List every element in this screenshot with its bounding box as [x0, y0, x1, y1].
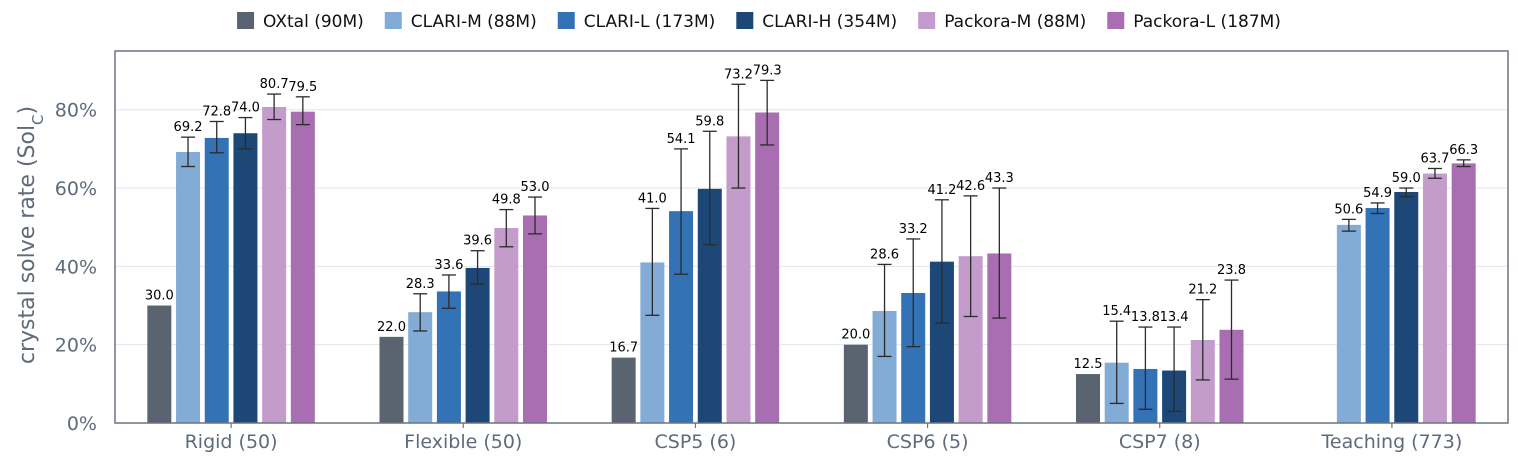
chart-error-bars	[181, 79, 1471, 412]
x-tick-label: Flexible (50)	[404, 431, 522, 453]
data-label: 72.8	[202, 104, 231, 119]
x-tick-label: Teaching (773)	[1321, 431, 1463, 453]
bar	[1365, 208, 1390, 423]
bar	[290, 111, 315, 424]
legend-label: CLARI-H (354M)	[762, 12, 897, 32]
bar	[611, 357, 636, 423]
y-axis-label: crystal solve rate (SolC)	[15, 106, 47, 364]
bar	[379, 336, 404, 423]
data-label: 74.0	[231, 101, 260, 116]
bar	[843, 344, 868, 423]
chart-data-labels: 30.0 69.272.8 74.080.7 79.5 22.0 28.3 33.639.6…	[145, 63, 1478, 372]
chart-grid	[115, 109, 1508, 424]
data-label: 73.2	[724, 67, 753, 82]
y-tick-label: 80%	[55, 100, 97, 122]
bar	[204, 137, 229, 423]
chart-bars	[147, 106, 1476, 424]
data-label: 30.0	[145, 289, 174, 304]
data-label: 16.7	[609, 341, 638, 356]
data-label: 22.0	[377, 320, 406, 335]
data-label: 54.1	[667, 132, 696, 147]
y-axis: 0% 20% 40% 60% 80%	[55, 100, 97, 435]
data-label: 80.7	[260, 77, 289, 92]
legend-label: Packora-M (88M)	[944, 12, 1086, 32]
bar	[1422, 173, 1447, 423]
data-label: 20.0	[841, 328, 870, 343]
data-label: 39.6	[463, 234, 492, 249]
data-label: 66.3	[1449, 143, 1478, 158]
bar	[147, 305, 172, 423]
y-tick-label: 60%	[55, 178, 97, 200]
legend-swatch	[384, 12, 402, 29]
bar	[1076, 374, 1100, 423]
data-label: 54.9	[1363, 186, 1392, 201]
data-label: 63.7	[1420, 151, 1449, 166]
data-label: 28.3	[406, 277, 435, 292]
bar	[1451, 163, 1476, 423]
bar	[1336, 224, 1361, 423]
data-label: 50.6	[1334, 202, 1363, 217]
legend-label: Packora-L (187M)	[1133, 12, 1281, 32]
y-tick-label: 0%	[67, 413, 97, 435]
data-label: 15.4	[1102, 304, 1131, 319]
bar	[233, 133, 258, 424]
legend-label: OXtal (90M)	[263, 12, 364, 32]
bar	[494, 227, 519, 423]
bar	[436, 291, 461, 423]
data-label: 33.2	[899, 222, 928, 237]
bar	[523, 215, 547, 423]
legend-swatch	[237, 12, 255, 29]
data-label: 43.3	[985, 171, 1014, 186]
data-label: 33.6	[434, 258, 463, 273]
data-label: 59.0	[1392, 171, 1421, 186]
legend-label: CLARI-L (173M)	[584, 12, 716, 32]
legend-swatch	[918, 12, 936, 29]
data-label: 23.8	[1217, 263, 1246, 278]
bar	[1394, 191, 1419, 423]
x-tick-label: CSP7 (8)	[1119, 431, 1201, 453]
bar	[465, 267, 490, 423]
bar	[755, 112, 780, 423]
y-tick-label: 40%	[55, 256, 97, 278]
data-label: 21.2	[1188, 283, 1217, 298]
legend-swatch	[557, 12, 575, 29]
x-tick-label: CSP6 (5)	[887, 431, 969, 453]
data-label: 42.6	[956, 179, 985, 194]
data-label: 13.8	[1131, 310, 1160, 325]
chart-legend: OXtal (90M) CLARI-M (88M) CLARI-L (173M) CL…	[237, 12, 1281, 32]
data-label: 53.0	[521, 180, 550, 195]
x-tick-label: Rigid (50)	[185, 431, 278, 453]
data-label: 41.2	[927, 183, 956, 198]
data-label: 79.3	[753, 63, 782, 78]
data-label: 69.2	[174, 120, 203, 135]
data-label: 28.6	[870, 247, 899, 262]
data-label: 41.0	[638, 191, 667, 206]
data-label: 12.5	[1074, 357, 1103, 372]
legend-swatch	[1107, 12, 1125, 29]
legend-label: CLARI-M (88M)	[411, 12, 537, 32]
bar	[176, 152, 201, 423]
bar	[262, 106, 287, 423]
x-axis: Rigid (50) Flexible (50) CSP5 (6) CSP6 (5) C…	[185, 423, 1463, 453]
data-label: 13.4	[1160, 310, 1189, 325]
y-tick-label: 20%	[55, 335, 97, 357]
x-tick-label: CSP5 (6)	[655, 431, 737, 453]
data-label: 59.8	[695, 114, 724, 129]
data-label: 79.5	[288, 80, 317, 95]
plot-frame	[114, 50, 1509, 424]
legend-swatch	[736, 12, 754, 29]
data-label: 49.8	[492, 193, 521, 208]
